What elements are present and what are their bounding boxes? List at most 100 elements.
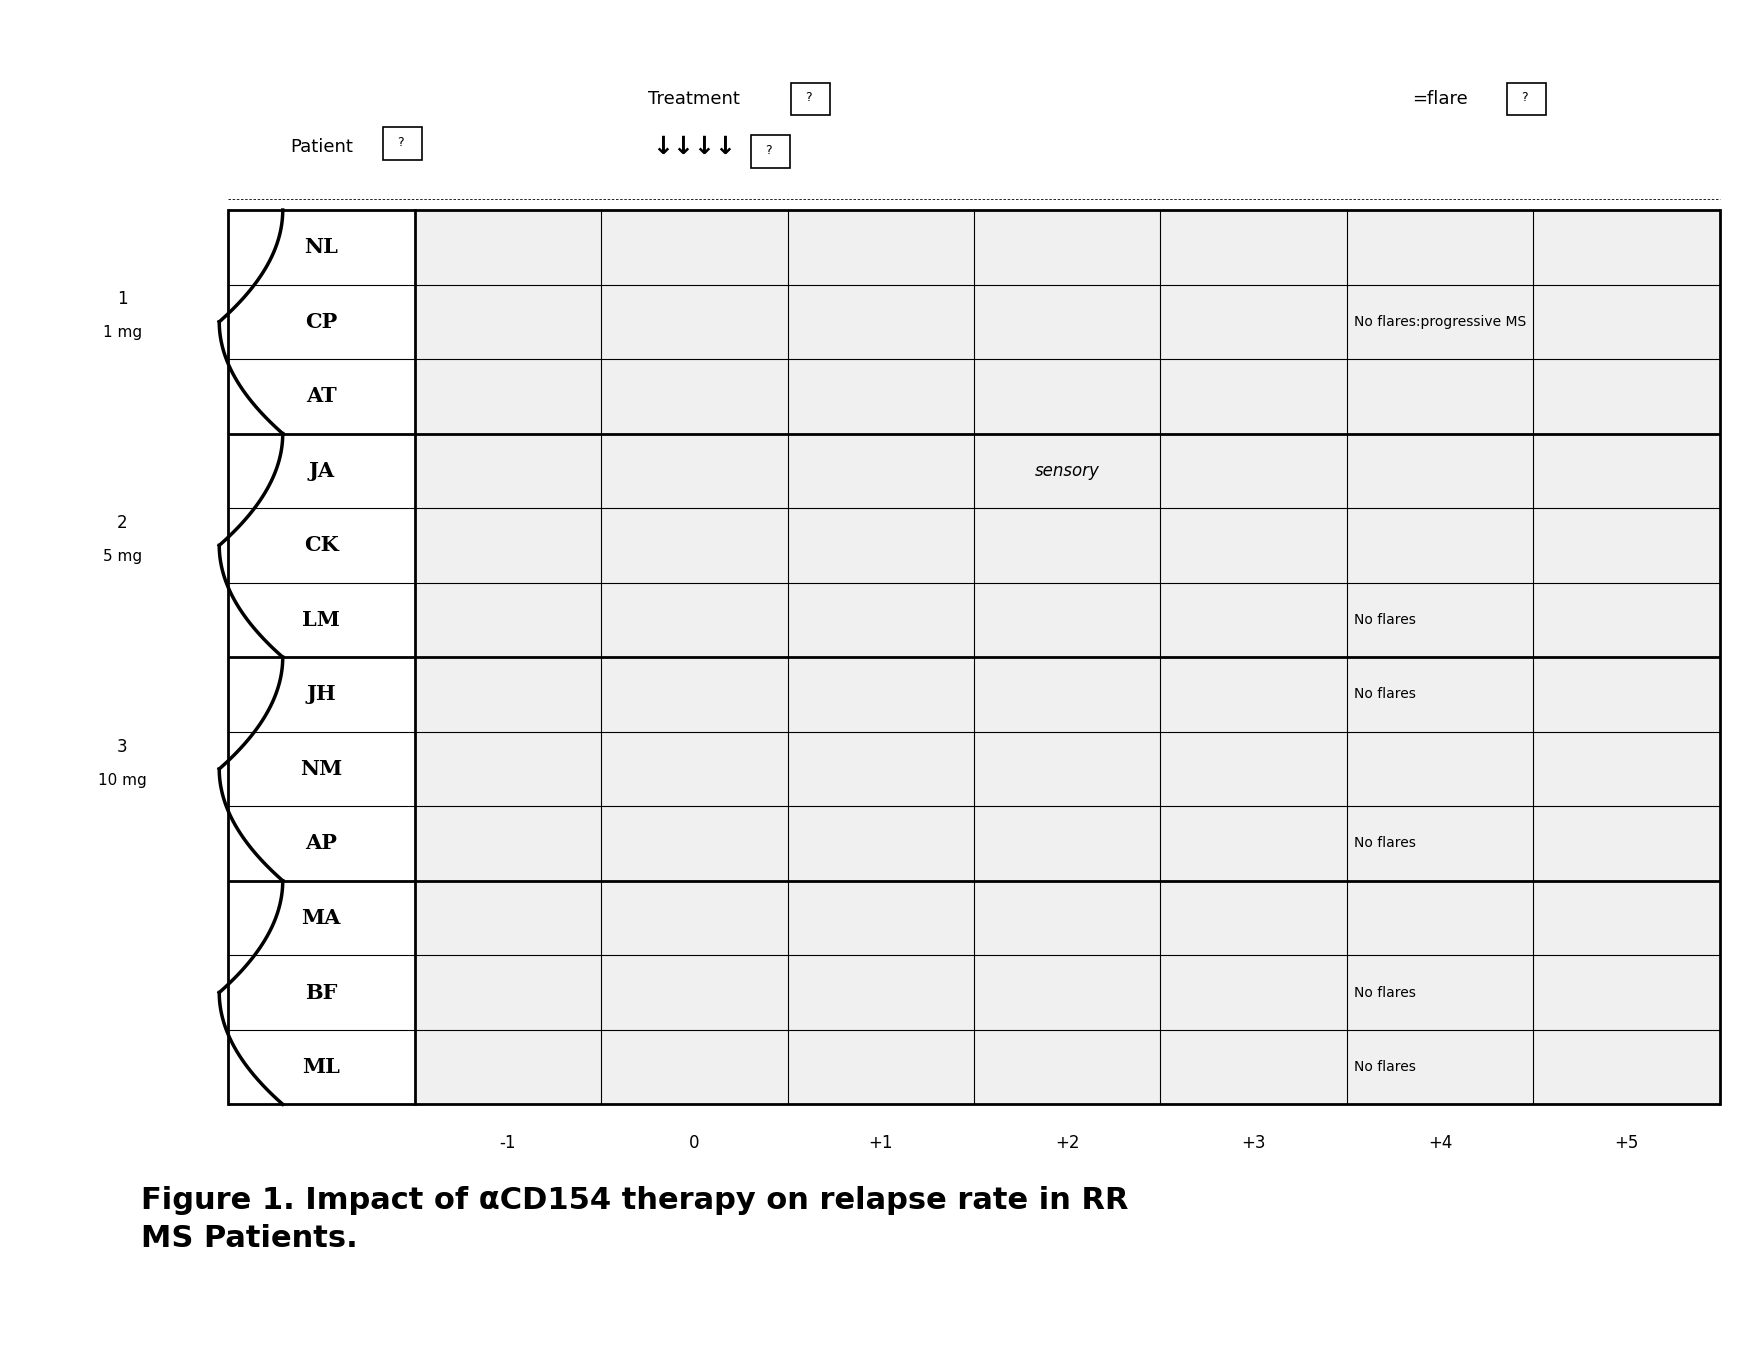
Bar	[1348, 285, 1533, 359]
Text: JA: JA	[309, 461, 335, 481]
Bar	[974, 434, 1161, 508]
Text: No flares: No flares	[1355, 612, 1416, 627]
Bar	[228, 806, 415, 881]
Bar	[1348, 508, 1533, 583]
Bar	[415, 657, 602, 732]
Bar	[1161, 359, 1348, 434]
Bar	[974, 583, 1161, 657]
Bar	[415, 806, 602, 881]
Bar	[383, 127, 422, 160]
Bar	[1533, 806, 1720, 881]
Bar	[1348, 657, 1533, 732]
Text: Treatment: Treatment	[649, 91, 741, 108]
Bar	[974, 881, 1161, 955]
Bar	[1533, 285, 1720, 359]
Bar	[1161, 285, 1348, 359]
Text: +4: +4	[1429, 1134, 1452, 1152]
Bar	[974, 359, 1161, 434]
Bar	[1533, 210, 1720, 285]
Text: ↓↓↓↓: ↓↓↓↓	[653, 134, 736, 159]
Bar	[415, 583, 602, 657]
Bar	[228, 657, 415, 732]
Text: 1: 1	[116, 290, 127, 309]
Bar	[228, 285, 415, 359]
Bar	[1161, 508, 1348, 583]
Bar	[602, 359, 787, 434]
Bar	[787, 732, 974, 806]
Bar	[602, 210, 787, 285]
Bar	[787, 359, 974, 434]
Bar	[1348, 583, 1533, 657]
Text: +3: +3	[1242, 1134, 1267, 1152]
Text: 0: 0	[690, 1134, 700, 1152]
Text: 3: 3	[116, 737, 127, 756]
Bar	[228, 508, 415, 583]
Text: sensory: sensory	[1035, 462, 1099, 480]
Bar	[1348, 210, 1533, 285]
Bar	[1348, 955, 1533, 1030]
Bar	[602, 1030, 787, 1104]
Bar	[974, 806, 1161, 881]
Text: +1: +1	[868, 1134, 893, 1152]
Bar	[1533, 732, 1720, 806]
Bar	[1533, 359, 1720, 434]
Bar	[415, 434, 602, 508]
Bar	[415, 1030, 602, 1104]
Text: JH: JH	[307, 684, 337, 705]
Bar	[1161, 657, 1348, 732]
Bar	[974, 732, 1161, 806]
Bar	[1161, 1030, 1348, 1104]
Text: CK: CK	[303, 535, 339, 556]
Bar	[787, 1030, 974, 1104]
Bar	[602, 955, 787, 1030]
Text: 1 mg: 1 mg	[102, 325, 141, 340]
Text: ?: ?	[766, 144, 771, 157]
Text: AP: AP	[305, 833, 337, 854]
Bar	[228, 732, 415, 806]
Bar	[974, 657, 1161, 732]
Bar	[228, 434, 415, 508]
Text: LM: LM	[302, 610, 340, 630]
Text: ?: ?	[1522, 91, 1528, 104]
Bar	[1533, 434, 1720, 508]
Bar	[415, 285, 602, 359]
Bar	[415, 732, 602, 806]
Bar	[228, 583, 415, 657]
Bar	[1533, 955, 1720, 1030]
Bar	[415, 881, 602, 955]
Bar	[228, 1030, 415, 1104]
Bar	[751, 136, 790, 168]
Bar	[228, 955, 415, 1030]
Text: 10 mg: 10 mg	[97, 772, 146, 787]
Bar	[787, 955, 974, 1030]
Bar	[415, 359, 602, 434]
Bar	[228, 210, 415, 285]
Text: No flares: No flares	[1355, 836, 1416, 851]
Text: 5 mg: 5 mg	[102, 549, 141, 564]
Text: Figure 1. Impact of αCD154 therapy on relapse rate in RR
MS Patients.: Figure 1. Impact of αCD154 therapy on re…	[141, 1186, 1129, 1253]
Bar	[974, 1030, 1161, 1104]
Bar	[787, 434, 974, 508]
Bar	[1161, 806, 1348, 881]
Bar	[787, 210, 974, 285]
Bar	[974, 508, 1161, 583]
Bar	[787, 806, 974, 881]
Bar	[974, 955, 1161, 1030]
Bar	[602, 657, 787, 732]
Bar	[1533, 1030, 1720, 1104]
Text: No flares: No flares	[1355, 687, 1416, 702]
Bar	[1348, 806, 1533, 881]
Bar	[1533, 583, 1720, 657]
Bar	[602, 285, 787, 359]
Text: No flares: No flares	[1355, 985, 1416, 1000]
Text: ?: ?	[806, 91, 811, 104]
Text: AT: AT	[305, 386, 337, 406]
Bar	[602, 881, 787, 955]
Bar	[1161, 210, 1348, 285]
Text: 2: 2	[116, 514, 127, 533]
Bar	[1348, 434, 1533, 508]
Bar	[1348, 732, 1533, 806]
Text: +5: +5	[1614, 1134, 1639, 1152]
Text: CP: CP	[305, 312, 337, 332]
Bar	[602, 583, 787, 657]
